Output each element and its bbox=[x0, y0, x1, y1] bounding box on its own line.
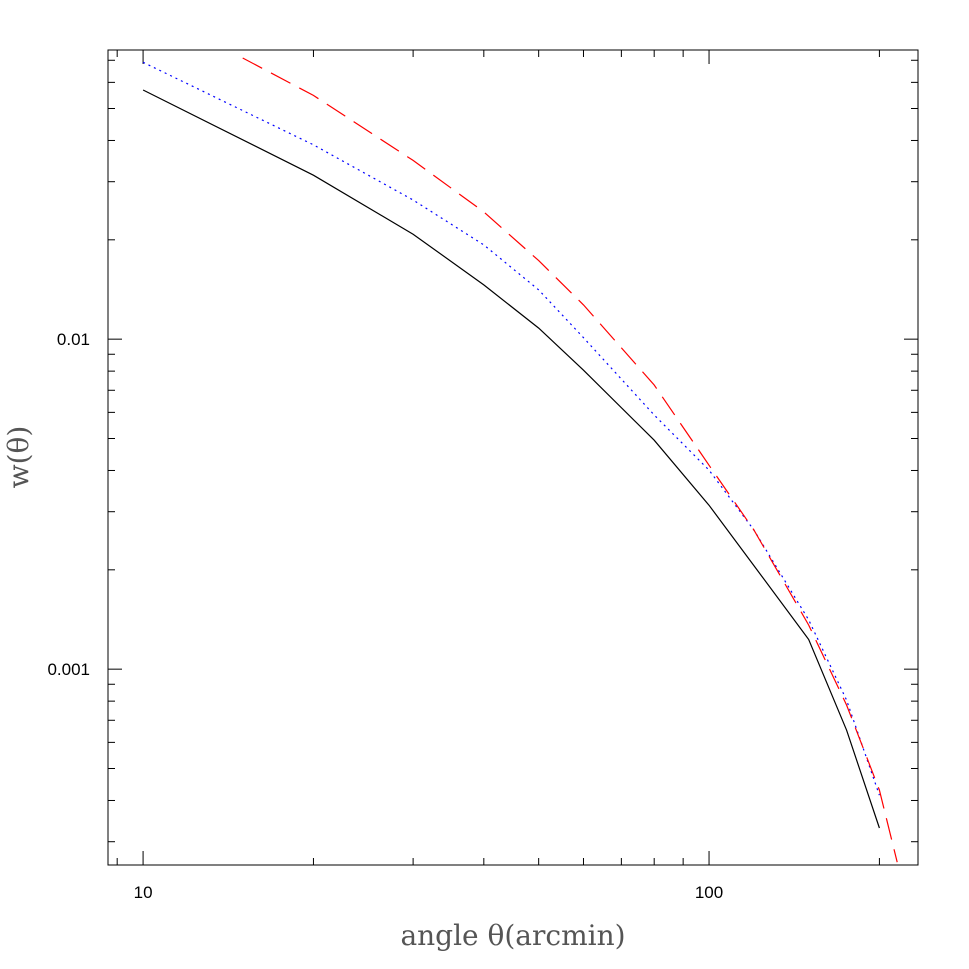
y-axis-label: w(θ) bbox=[2, 426, 35, 489]
plot-frame bbox=[107, 49, 919, 866]
line-series bbox=[242, 57, 898, 863]
y-tick-label: 0.001 bbox=[47, 660, 90, 679]
x-tick-label: 100 bbox=[695, 883, 723, 902]
line-series bbox=[142, 89, 880, 829]
plot-area bbox=[142, 57, 898, 863]
y-tick-label: 0.01 bbox=[57, 330, 90, 349]
x-axis-label: angle θ(arcmin) bbox=[400, 919, 625, 952]
line-series bbox=[142, 61, 880, 796]
x-tick-label: 10 bbox=[134, 883, 153, 902]
